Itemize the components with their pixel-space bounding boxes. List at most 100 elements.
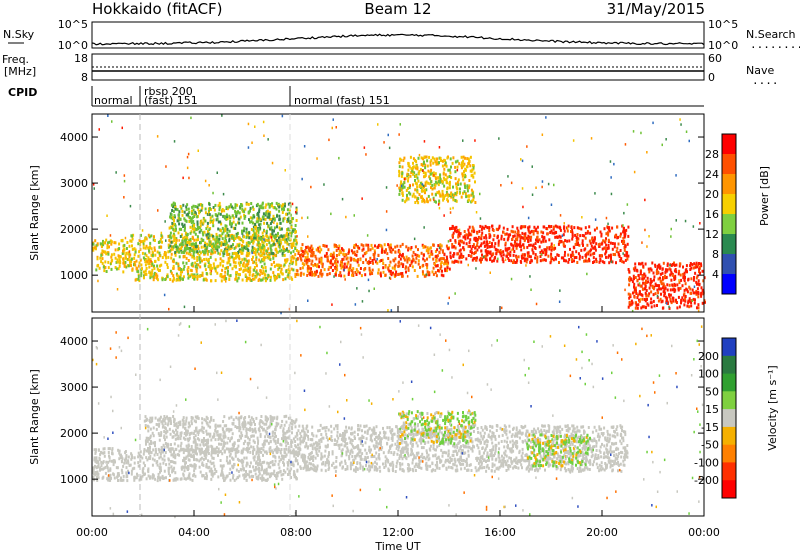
power-echo-s6 [311, 249, 313, 252]
power-echo-b1-750 [157, 251, 159, 254]
power-echo-b1-572 [220, 257, 222, 260]
power-echo-b4-393 [579, 255, 581, 258]
power-echo-b3-185 [405, 245, 407, 248]
power-echo-b1-212 [284, 254, 286, 257]
power-echo-b3-217 [421, 252, 423, 255]
power-echo-b4-421 [614, 242, 616, 245]
power-echo-b1-676 [187, 270, 189, 273]
power-echo-b6-374 [443, 185, 445, 188]
power-echo-b6-263 [435, 177, 437, 180]
power-echo-b2-438 [235, 215, 237, 218]
power-echo-b3-544 [372, 269, 374, 272]
power-echo-b3-466 [327, 248, 329, 251]
velocity-echo-b1-50 [165, 422, 167, 425]
power-echo-b3-436 [430, 246, 432, 249]
power-echo-b5-276 [700, 295, 702, 298]
power-echo-b4-685 [472, 226, 474, 229]
power-echo-b3-391 [319, 246, 321, 249]
power-echo-b2-606 [206, 243, 208, 246]
power-echo-b4-205 [467, 236, 469, 239]
power-scatter-layer [92, 114, 706, 314]
power-echo-b2-473 [246, 236, 248, 239]
power-echo-b1-304 [148, 266, 150, 269]
power-echo-b5-336 [676, 283, 678, 286]
power-echo-b5-164 [667, 289, 669, 292]
power-echo-b2-613 [293, 250, 295, 253]
power-echo-b2-531 [180, 205, 182, 208]
power-echo-b4-14 [567, 230, 569, 233]
power-echo-s7 [448, 240, 450, 243]
power-echo-b0-107 [122, 262, 124, 265]
power-echo-b2-642 [276, 202, 278, 205]
power-echo-s49 [559, 226, 561, 229]
power-echo-b1-513 [186, 262, 188, 265]
power-echo-b0-78 [113, 241, 115, 244]
power-echo-b3-349 [357, 258, 359, 261]
power-echo-b3-168 [370, 248, 372, 251]
power-echo-b3-407 [415, 257, 417, 260]
velocity-echo-b1-64 [209, 426, 211, 429]
power-echo-b4-712 [588, 259, 590, 262]
power-echo-s70 [541, 253, 543, 256]
power-echo-b1-549 [221, 279, 223, 282]
power-echo-b2-446 [252, 246, 254, 249]
power-echo-b4-191 [489, 241, 491, 244]
power-echo-b4-448 [551, 230, 553, 233]
power-echo-b4-623 [576, 240, 578, 243]
power-echo-b4-444 [536, 258, 538, 261]
power-echo-b2-672 [205, 208, 207, 211]
power-echo-b4-704 [551, 243, 553, 246]
power-echo-s58 [404, 178, 406, 181]
power-echo-b4-75 [568, 239, 570, 242]
power-echo-s136 [110, 263, 112, 266]
power-echo-b4-235 [620, 249, 622, 252]
power-echo-b0-27 [129, 245, 131, 248]
velocity-echo-b0-729 [174, 461, 176, 464]
power-echo-b4-555 [618, 243, 620, 246]
power-echo-b4-321 [607, 256, 609, 259]
power-echo-b3-243 [437, 269, 439, 272]
power-echo-b4-535 [614, 245, 616, 248]
power-echo-b1-787 [172, 274, 174, 277]
velocity-echo-b1-83 [219, 424, 221, 427]
power-echo-b2-630 [220, 229, 222, 232]
power-echo-b5-324 [653, 287, 655, 290]
power-echo-b3-329 [406, 256, 408, 259]
power-echo-b0-110 [118, 254, 120, 257]
velocity-echo-b0-492 [287, 467, 289, 470]
power-echo-b5-355 [665, 287, 667, 290]
power-echo-b5-376 [696, 265, 698, 268]
power-echo-b6-76 [446, 181, 448, 184]
power-echo-b2-363 [189, 243, 191, 246]
velocity-echo-b0-716 [154, 459, 156, 462]
power-echo-b1-498 [265, 279, 267, 282]
power-echo-s9 [689, 140, 691, 143]
power-echo-b2-114 [274, 226, 276, 229]
power-echo-b6-196 [442, 193, 444, 196]
power-echo-b2-304 [195, 205, 197, 208]
power-echo-b4-66 [540, 241, 542, 244]
power-echo-s130 [376, 258, 378, 261]
power-echo-b2-486 [204, 220, 206, 223]
power-echo-b6-65 [429, 198, 431, 201]
power-echo-b6-287 [421, 190, 423, 193]
power-echo-s254 [648, 235, 650, 238]
velocity-echo-b0-592 [167, 457, 169, 460]
power-echo-b3-348 [405, 271, 407, 274]
power-echo-b2-618 [174, 214, 176, 217]
velocity-echo-b0-286 [174, 471, 176, 474]
power-echo-b5-314 [697, 295, 699, 298]
power-echo-b3-374 [447, 260, 449, 263]
power-echo-b2-559 [265, 206, 267, 209]
power-echo-b5-302 [628, 297, 630, 300]
power-echo-b3-509 [357, 270, 359, 273]
power-echo-s31 [532, 194, 534, 197]
power-echo-b6-315 [449, 183, 451, 186]
power-echo-b4-674 [625, 229, 627, 232]
power-echo-b1-745 [243, 269, 245, 272]
power-echo-b2-237 [197, 235, 199, 238]
power-echo-b3-212 [369, 257, 371, 260]
power-echo-b4-720 [503, 238, 505, 241]
power-echo-b4-530 [599, 258, 601, 261]
power-echo-b1-553 [160, 238, 162, 241]
